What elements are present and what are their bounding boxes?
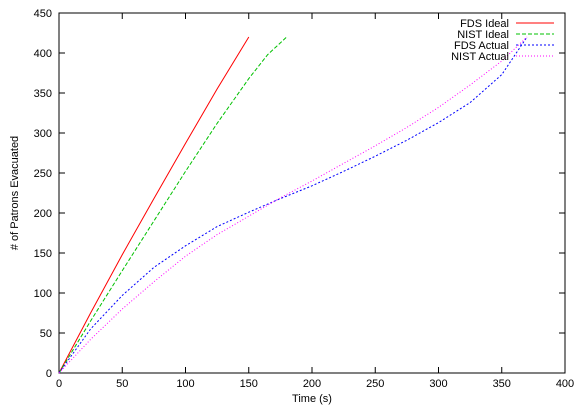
legend-label: FDS Ideal: [460, 18, 509, 30]
x-tick-label: 200: [303, 378, 321, 390]
y-tick-label: 100: [34, 288, 52, 300]
x-tick-label: 250: [366, 378, 384, 390]
x-tick-label: 0: [56, 378, 62, 390]
x-axis-label: Time (s): [292, 393, 332, 405]
y-tick-label: 400: [34, 48, 52, 60]
plot-frame: [58, 12, 566, 374]
x-tick-label: 300: [429, 378, 447, 390]
y-tick-label: 300: [34, 128, 52, 140]
legend-label: NIST Ideal: [457, 29, 509, 41]
x-tick-label: 150: [240, 378, 258, 390]
series-line-fds-actual: [58, 36, 528, 374]
x-tick-label: 100: [176, 378, 194, 390]
y-tick-label: 150: [34, 248, 52, 260]
tick-labels: 0 50 100 150 200 250 300 350 400 0 50 100 150 200 250 3…: [34, 8, 575, 390]
axis-ticks: [58, 12, 566, 374]
y-axis-label: # of Patrons Evacuated: [9, 136, 21, 250]
series-line-nist-ideal: [58, 36, 288, 374]
x-tick-label: 350: [493, 378, 511, 390]
y-tick-label: 50: [40, 328, 52, 340]
series-lines: [58, 36, 528, 374]
series-line-fds-ideal: [58, 36, 250, 374]
y-tick-label: 200: [34, 208, 52, 220]
y-tick-label: 350: [34, 88, 52, 100]
y-tick-label: 250: [34, 168, 52, 180]
legend-label: FDS Actual: [454, 40, 509, 52]
legend-label: NIST Actual: [451, 51, 509, 63]
y-tick-label: 0: [46, 368, 52, 380]
x-tick-label: 400: [556, 378, 574, 390]
x-tick-label: 50: [116, 378, 128, 390]
series-line-nist-actual: [58, 36, 528, 374]
y-tick-label: 450: [34, 8, 52, 20]
